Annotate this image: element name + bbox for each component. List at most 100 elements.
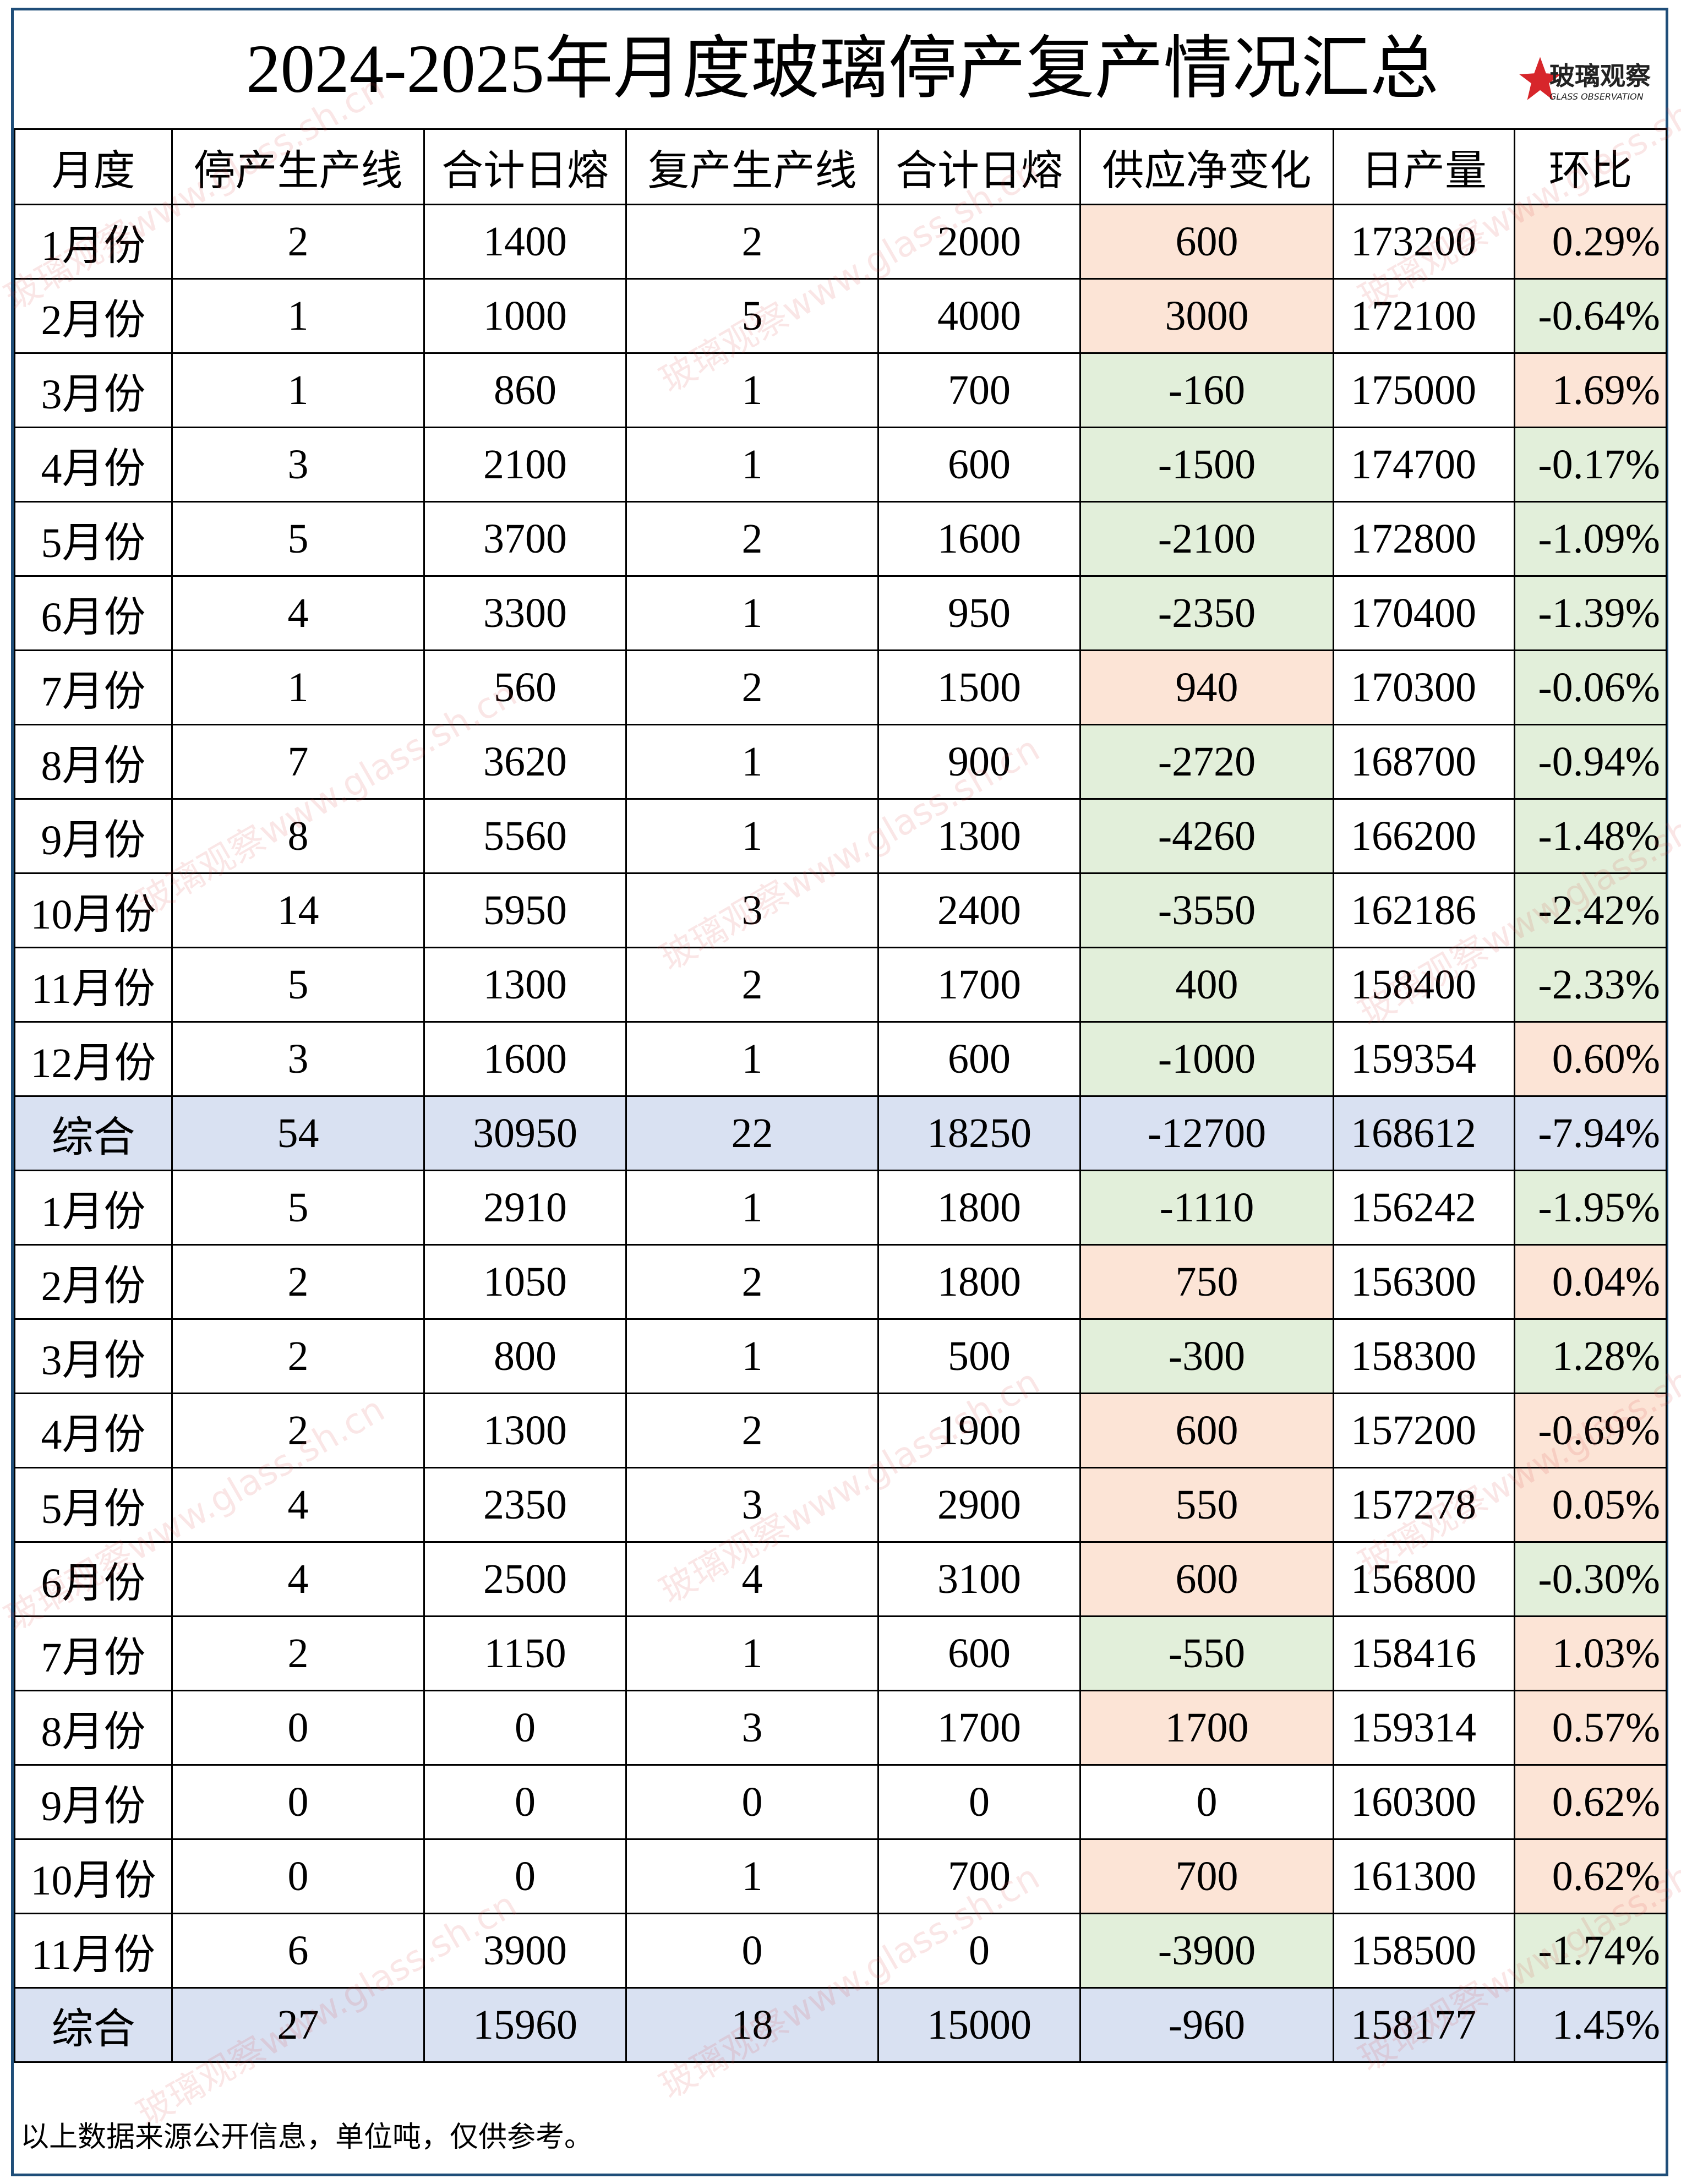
value-cell: 5: [171, 1170, 425, 1246]
value-cell: 0.60%: [1514, 1021, 1667, 1097]
value-cell: 0: [171, 1764, 425, 1840]
summary-row: 综合 27 15960 18 15000 -960 158177 1.45%: [14, 1987, 1667, 2063]
value-cell: 3900: [423, 1913, 627, 1989]
value-cell: 900: [877, 724, 1081, 800]
month-cell: 综合: [14, 1987, 173, 2063]
value-cell: 1: [625, 427, 879, 503]
value-cell: 2: [171, 1244, 425, 1320]
month-cell: 5月份: [14, 501, 173, 577]
data-row: 3月份 1 860 1 700 -160 175000 1.69%: [14, 352, 1667, 428]
value-cell: 6: [171, 1913, 425, 1989]
value-cell: -12700: [1079, 1095, 1334, 1171]
value-cell: 158300: [1333, 1318, 1515, 1394]
value-cell: -0.30%: [1514, 1541, 1667, 1617]
value-cell: 1900: [877, 1393, 1081, 1468]
column-header: 供应净变化: [1079, 128, 1334, 205]
value-cell: 800: [423, 1318, 627, 1394]
month-cell: 2月份: [14, 1244, 173, 1320]
logo-subtitle: GLASS OBSERVATION: [1549, 91, 1644, 102]
column-header: 合计日熔: [423, 128, 627, 205]
value-cell: -2.42%: [1514, 872, 1667, 948]
value-cell: -960: [1079, 1987, 1334, 2063]
value-cell: 1.69%: [1514, 352, 1667, 428]
value-cell: -1.74%: [1514, 1913, 1667, 1989]
value-cell: 1000: [423, 278, 627, 354]
value-cell: -2100: [1079, 501, 1334, 577]
value-cell: 5: [625, 278, 879, 354]
value-cell: 156300: [1333, 1244, 1515, 1320]
value-cell: 1: [625, 575, 879, 651]
value-cell: 1700: [877, 1690, 1081, 1766]
value-cell: 700: [1079, 1838, 1334, 1914]
value-cell: 1.03%: [1514, 1615, 1667, 1691]
value-cell: -1.09%: [1514, 501, 1667, 577]
value-cell: 0: [423, 1764, 627, 1840]
value-cell: 1: [625, 1170, 879, 1246]
value-cell: 3: [625, 872, 879, 948]
value-cell: -550: [1079, 1615, 1334, 1691]
value-cell: 1150: [423, 1615, 627, 1691]
value-cell: 500: [877, 1318, 1081, 1394]
data-row: 11月份 5 1300 2 1700 400 158400 -2.33%: [14, 947, 1667, 1023]
month-cell: 7月份: [14, 1615, 173, 1691]
data-row: 7月份 2 1150 1 600 -550 158416 1.03%: [14, 1615, 1667, 1691]
value-cell: 2: [625, 501, 879, 577]
value-cell: 600: [1079, 1393, 1334, 1468]
month-cell: 8月份: [14, 724, 173, 800]
value-cell: 3: [171, 427, 425, 503]
value-cell: 1800: [877, 1244, 1081, 1320]
value-cell: 400: [1079, 947, 1334, 1023]
value-cell: 860: [423, 352, 627, 428]
value-cell: -1.95%: [1514, 1170, 1667, 1246]
data-row: 2月份 1 1000 5 4000 3000 172100 -0.64%: [14, 278, 1667, 354]
month-cell: 1月份: [14, 204, 173, 280]
value-cell: 1: [625, 1021, 879, 1097]
data-row: 7月份 1 560 2 1500 940 170300 -0.06%: [14, 649, 1667, 725]
month-cell: 5月份: [14, 1467, 173, 1543]
value-cell: -2350: [1079, 575, 1334, 651]
value-cell: -4260: [1079, 798, 1334, 874]
month-cell: 9月份: [14, 798, 173, 874]
value-cell: 159314: [1333, 1690, 1515, 1766]
value-cell: 5: [171, 947, 425, 1023]
header-row: 月度 停产生产线 合计日熔 复产生产线 合计日熔 供应净变化 日产量 环比: [14, 128, 1667, 205]
value-cell: 2: [625, 204, 879, 280]
data-row: 1月份 5 2910 1 1800 -1110 156242 -1.95%: [14, 1170, 1667, 1246]
value-cell: 168700: [1333, 724, 1515, 800]
value-cell: 1: [171, 649, 425, 725]
month-cell: 3月份: [14, 1318, 173, 1394]
value-cell: 600: [877, 1021, 1081, 1097]
value-cell: 1300: [877, 798, 1081, 874]
value-cell: 1500: [877, 649, 1081, 725]
value-cell: 5950: [423, 872, 627, 948]
value-cell: 3300: [423, 575, 627, 651]
column-header: 日产量: [1333, 128, 1515, 205]
value-cell: 170400: [1333, 575, 1515, 651]
value-cell: 2100: [423, 427, 627, 503]
value-cell: -0.69%: [1514, 1393, 1667, 1468]
frame: 2024-2025年月度玻璃停产复产情况汇总 玻璃观察 GLASS OBSERV…: [11, 8, 1668, 2176]
value-cell: 162186: [1333, 872, 1515, 948]
value-cell: 15960: [423, 1987, 627, 2063]
table: 月度 停产生产线 合计日熔 复产生产线 合计日熔 供应净变化 日产量 环比 1月份 2 1400 2 2…: [14, 128, 1667, 2063]
value-cell: 173200: [1333, 204, 1515, 280]
data-row: 4月份 3 2100 1 600 -1500 174700 -0.17%: [14, 427, 1667, 503]
value-cell: 2350: [423, 1467, 627, 1543]
value-cell: 0.05%: [1514, 1467, 1667, 1543]
value-cell: 950: [877, 575, 1081, 651]
data-row: 2月份 2 1050 2 1800 750 156300 0.04%: [14, 1244, 1667, 1320]
logo-name: 玻璃观察: [1549, 61, 1651, 91]
value-cell: 2500: [423, 1541, 627, 1617]
value-cell: 1: [625, 1318, 879, 1394]
value-cell: 2: [171, 1318, 425, 1394]
value-cell: 160300: [1333, 1764, 1515, 1840]
month-cell: 3月份: [14, 352, 173, 428]
value-cell: 2: [625, 1244, 879, 1320]
month-cell: 1月份: [14, 1170, 173, 1246]
value-cell: 3: [625, 1690, 879, 1766]
value-cell: 4: [625, 1541, 879, 1617]
value-cell: -3900: [1079, 1913, 1334, 1989]
title: 2024-2025年月度玻璃停产复产情况汇总: [246, 31, 1439, 107]
value-cell: 2900: [877, 1467, 1081, 1543]
value-cell: -3550: [1079, 872, 1334, 948]
